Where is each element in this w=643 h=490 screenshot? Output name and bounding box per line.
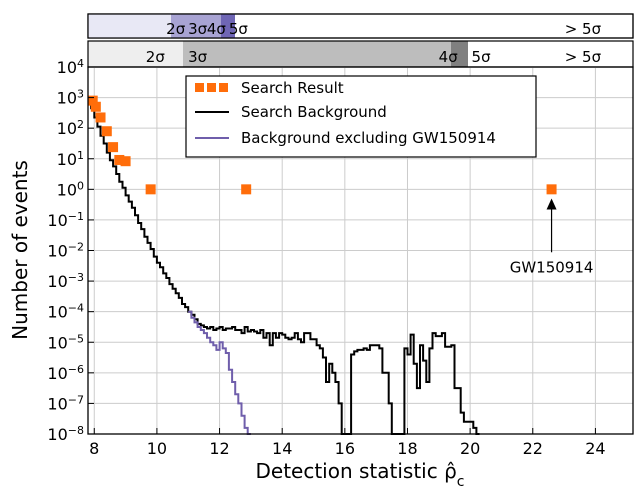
band-label-bottom: 4σ [439, 48, 459, 66]
legend-label: Background excluding GW150914 [241, 129, 496, 147]
band-label-bottom: 3σ [188, 48, 208, 66]
legend-marker [195, 83, 204, 92]
x-tick-label: 20 [460, 439, 480, 458]
data-point [114, 154, 125, 165]
legend-label: Search Background [241, 103, 387, 121]
band-top-1sigma-region [88, 14, 171, 38]
band-label-top: 5σ [229, 20, 249, 38]
legend-item-search-background: Search Background [195, 103, 387, 121]
legend: Search Result Search Background Backgrou… [185, 75, 537, 158]
data-point [95, 112, 106, 123]
data-point [87, 95, 98, 106]
legend-item-background-excluding: Background excluding GW150914 [195, 129, 496, 147]
legend-label: Search Result [241, 79, 344, 97]
y-tick-label: 103 [57, 87, 84, 108]
annotation-arrow-head [546, 198, 557, 210]
data-point [120, 156, 131, 167]
y-tick-label: 100 [57, 179, 84, 200]
band-label-top: 3σ [188, 20, 208, 38]
significance-band-bottom [87, 40, 634, 68]
x-tick-label: 8 [89, 439, 99, 458]
x-tick-label: 16 [335, 439, 355, 458]
significance-band-top [87, 13, 634, 39]
series-line-search-background [88, 99, 480, 435]
series-search-result [87, 95, 557, 195]
y-tick-label: 10−6 [47, 362, 84, 383]
y-tick-label: 102 [57, 118, 84, 139]
y-tick-label: 101 [57, 148, 84, 169]
y-tick-label: 10−7 [47, 393, 84, 414]
band-label-top: 4σ [207, 20, 227, 38]
y-tick-label: 10−4 [47, 301, 84, 322]
legend-item-search-result: Search Result [195, 79, 344, 97]
x-axis-label: Detection statistic ρ̂c [255, 459, 464, 490]
band-label-top: > 5σ [565, 20, 602, 38]
y-tick-label: 10−5 [47, 332, 84, 353]
x-tick-label: 14 [272, 439, 292, 458]
data-point [241, 184, 252, 195]
band-top-3sigma-region [171, 14, 221, 38]
band-bottom-3sigma-region [183, 41, 451, 67]
series-search-background [88, 99, 480, 435]
annotation-label: GW150914 [510, 258, 594, 276]
x-tick-label: 24 [585, 439, 605, 458]
band-label-top: 2σ [166, 20, 186, 38]
y-tick-label: 10−8 [47, 424, 84, 445]
x-tick-label: 22 [523, 439, 543, 458]
y-axis-label: Number of events [8, 160, 32, 340]
x-tick-label: 18 [397, 439, 417, 458]
data-point [145, 184, 156, 195]
y-tick-label: 10−3 [47, 271, 84, 292]
band-top-border [87, 13, 634, 39]
axis-ticks: 8 10 12 14 16 18 20 22 24 10−8 10−7 10−6 10−5 10−4 10−… [47, 57, 605, 459]
data-point [108, 142, 119, 153]
band-bottom-4sigma-region [451, 41, 468, 67]
legend-marker [207, 83, 216, 92]
series-background-excluding-gw150914 [188, 310, 251, 435]
band-label-bottom: > 5σ [565, 48, 602, 66]
y-tick-label: 10−1 [47, 209, 84, 230]
series-line-background-excluding [188, 310, 251, 435]
x-tick-label: 10 [147, 439, 167, 458]
y-tick-label: 10−2 [47, 240, 84, 261]
legend-marker [219, 83, 228, 92]
x-tick-label: 12 [209, 439, 229, 458]
legend-box [185, 75, 537, 158]
band-bottom-2sigma-region [88, 41, 183, 67]
annotation-gw150914: GW150914 [510, 198, 594, 276]
data-point [546, 184, 557, 195]
band-top-4sigma-region [221, 14, 235, 38]
data-point [101, 126, 112, 137]
data-point [90, 101, 101, 112]
band-label-bottom: 5σ [472, 48, 492, 66]
band-label-bottom: 2σ [146, 48, 166, 66]
y-tick-label: 104 [57, 57, 84, 78]
